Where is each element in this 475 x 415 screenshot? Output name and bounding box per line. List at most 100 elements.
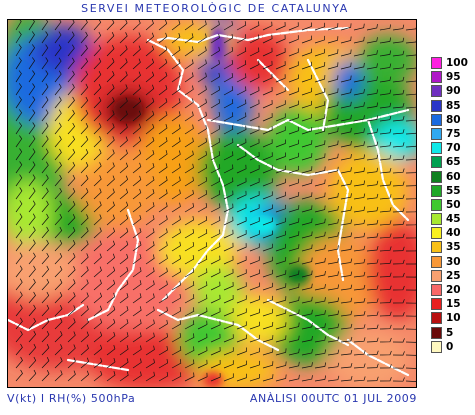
wind-barb bbox=[184, 189, 194, 200]
wind-barb bbox=[210, 346, 221, 356]
wind-barb bbox=[93, 344, 103, 356]
wind-barb bbox=[119, 371, 129, 382]
wind-barb bbox=[288, 218, 300, 226]
wind-barb bbox=[171, 46, 181, 57]
wind-barb bbox=[41, 135, 49, 148]
wind-barb bbox=[54, 252, 63, 265]
wind-barb bbox=[93, 214, 102, 226]
wind-barb bbox=[41, 44, 49, 57]
wind-barb bbox=[379, 37, 392, 44]
wind-barb bbox=[301, 192, 313, 200]
wind-barb bbox=[366, 337, 379, 343]
wind-barb bbox=[405, 328, 416, 330]
wind-barb bbox=[223, 33, 233, 44]
wind-barb bbox=[54, 31, 62, 44]
wind-barb bbox=[353, 363, 366, 369]
wind-barb bbox=[28, 252, 36, 265]
wind-barb bbox=[379, 259, 392, 265]
wind-barb bbox=[379, 337, 392, 343]
wind-barb bbox=[54, 174, 62, 187]
legend-item: 5 bbox=[431, 326, 475, 340]
wind-barb bbox=[106, 214, 115, 226]
legend-item: 25 bbox=[431, 269, 475, 283]
wind-barb bbox=[119, 280, 129, 291]
wind-barb bbox=[158, 189, 168, 200]
wind-barb bbox=[262, 86, 273, 96]
wind-barb bbox=[184, 281, 195, 291]
wind-barb bbox=[132, 254, 142, 265]
wind-barb bbox=[405, 367, 416, 369]
wind-barb bbox=[145, 110, 155, 122]
wind-barb bbox=[327, 258, 339, 265]
wind-barb bbox=[28, 239, 36, 252]
wind-barb bbox=[275, 74, 286, 83]
wind-barb bbox=[288, 48, 299, 57]
wind-barb bbox=[314, 218, 326, 226]
wind-barb bbox=[249, 269, 260, 278]
wind-barb bbox=[405, 354, 416, 356]
wind-barb bbox=[288, 231, 300, 239]
wind-barb bbox=[327, 349, 340, 356]
wind-barb bbox=[288, 257, 300, 265]
wind-barb bbox=[223, 216, 234, 226]
wind-barb bbox=[119, 71, 128, 83]
legend-item: 75 bbox=[431, 127, 475, 141]
wind-barb bbox=[93, 357, 103, 369]
wind-barb bbox=[54, 57, 62, 70]
wind-barb bbox=[223, 347, 234, 356]
wind-barb bbox=[392, 246, 405, 252]
wind-barb bbox=[340, 336, 353, 343]
wind-barb bbox=[262, 73, 273, 83]
wind-barb bbox=[327, 49, 339, 57]
wind-barb bbox=[171, 267, 181, 278]
wind-barb bbox=[262, 47, 273, 57]
wind-barb bbox=[145, 371, 155, 382]
wind-barb bbox=[314, 88, 326, 96]
wind-barb bbox=[288, 322, 300, 330]
legend-label: 60 bbox=[446, 170, 461, 183]
wind-barb bbox=[301, 61, 312, 70]
wind-barb bbox=[119, 306, 129, 317]
wind-barb bbox=[223, 360, 234, 369]
wind-barb bbox=[54, 187, 63, 200]
wind-barb bbox=[119, 227, 129, 239]
wind-barb bbox=[106, 175, 115, 187]
wind-barb bbox=[41, 213, 49, 226]
wind-barb bbox=[158, 45, 168, 57]
wind-barb bbox=[223, 177, 234, 187]
wind-barb bbox=[28, 278, 36, 291]
legend-swatch bbox=[431, 312, 442, 325]
wind-barb bbox=[236, 125, 247, 135]
wind-barb bbox=[236, 164, 247, 174]
wind-barb bbox=[314, 153, 326, 161]
wind-barb bbox=[249, 217, 260, 226]
wind-barb bbox=[379, 141, 392, 148]
wind-barb bbox=[119, 175, 129, 187]
wind-barb bbox=[184, 20, 194, 31]
wind-barb bbox=[28, 70, 36, 83]
wind-barb bbox=[288, 61, 299, 70]
legend-label: 0 bbox=[446, 340, 454, 353]
wind-barb bbox=[301, 218, 313, 226]
wind-barb bbox=[262, 308, 274, 317]
wind-barb bbox=[366, 167, 379, 174]
wind-barb bbox=[106, 58, 115, 70]
wind-barb bbox=[327, 75, 339, 83]
wind-barb bbox=[184, 176, 194, 187]
wind-barb bbox=[223, 125, 234, 135]
wind-barb bbox=[28, 226, 36, 239]
wind-barb bbox=[106, 331, 116, 343]
wind-barb bbox=[28, 83, 36, 96]
wind-barb bbox=[223, 138, 234, 148]
wind-barb bbox=[340, 167, 352, 174]
legend-item: 15 bbox=[431, 297, 475, 311]
wind-barb bbox=[340, 284, 353, 291]
wind-barb bbox=[171, 320, 182, 330]
wind-barb bbox=[145, 332, 155, 343]
legend-swatch bbox=[431, 298, 442, 311]
wind-barb bbox=[301, 205, 313, 213]
wind-barb bbox=[236, 347, 247, 356]
wind-barb bbox=[366, 350, 379, 356]
wind-barb bbox=[210, 138, 221, 148]
wind-barb bbox=[145, 202, 155, 213]
